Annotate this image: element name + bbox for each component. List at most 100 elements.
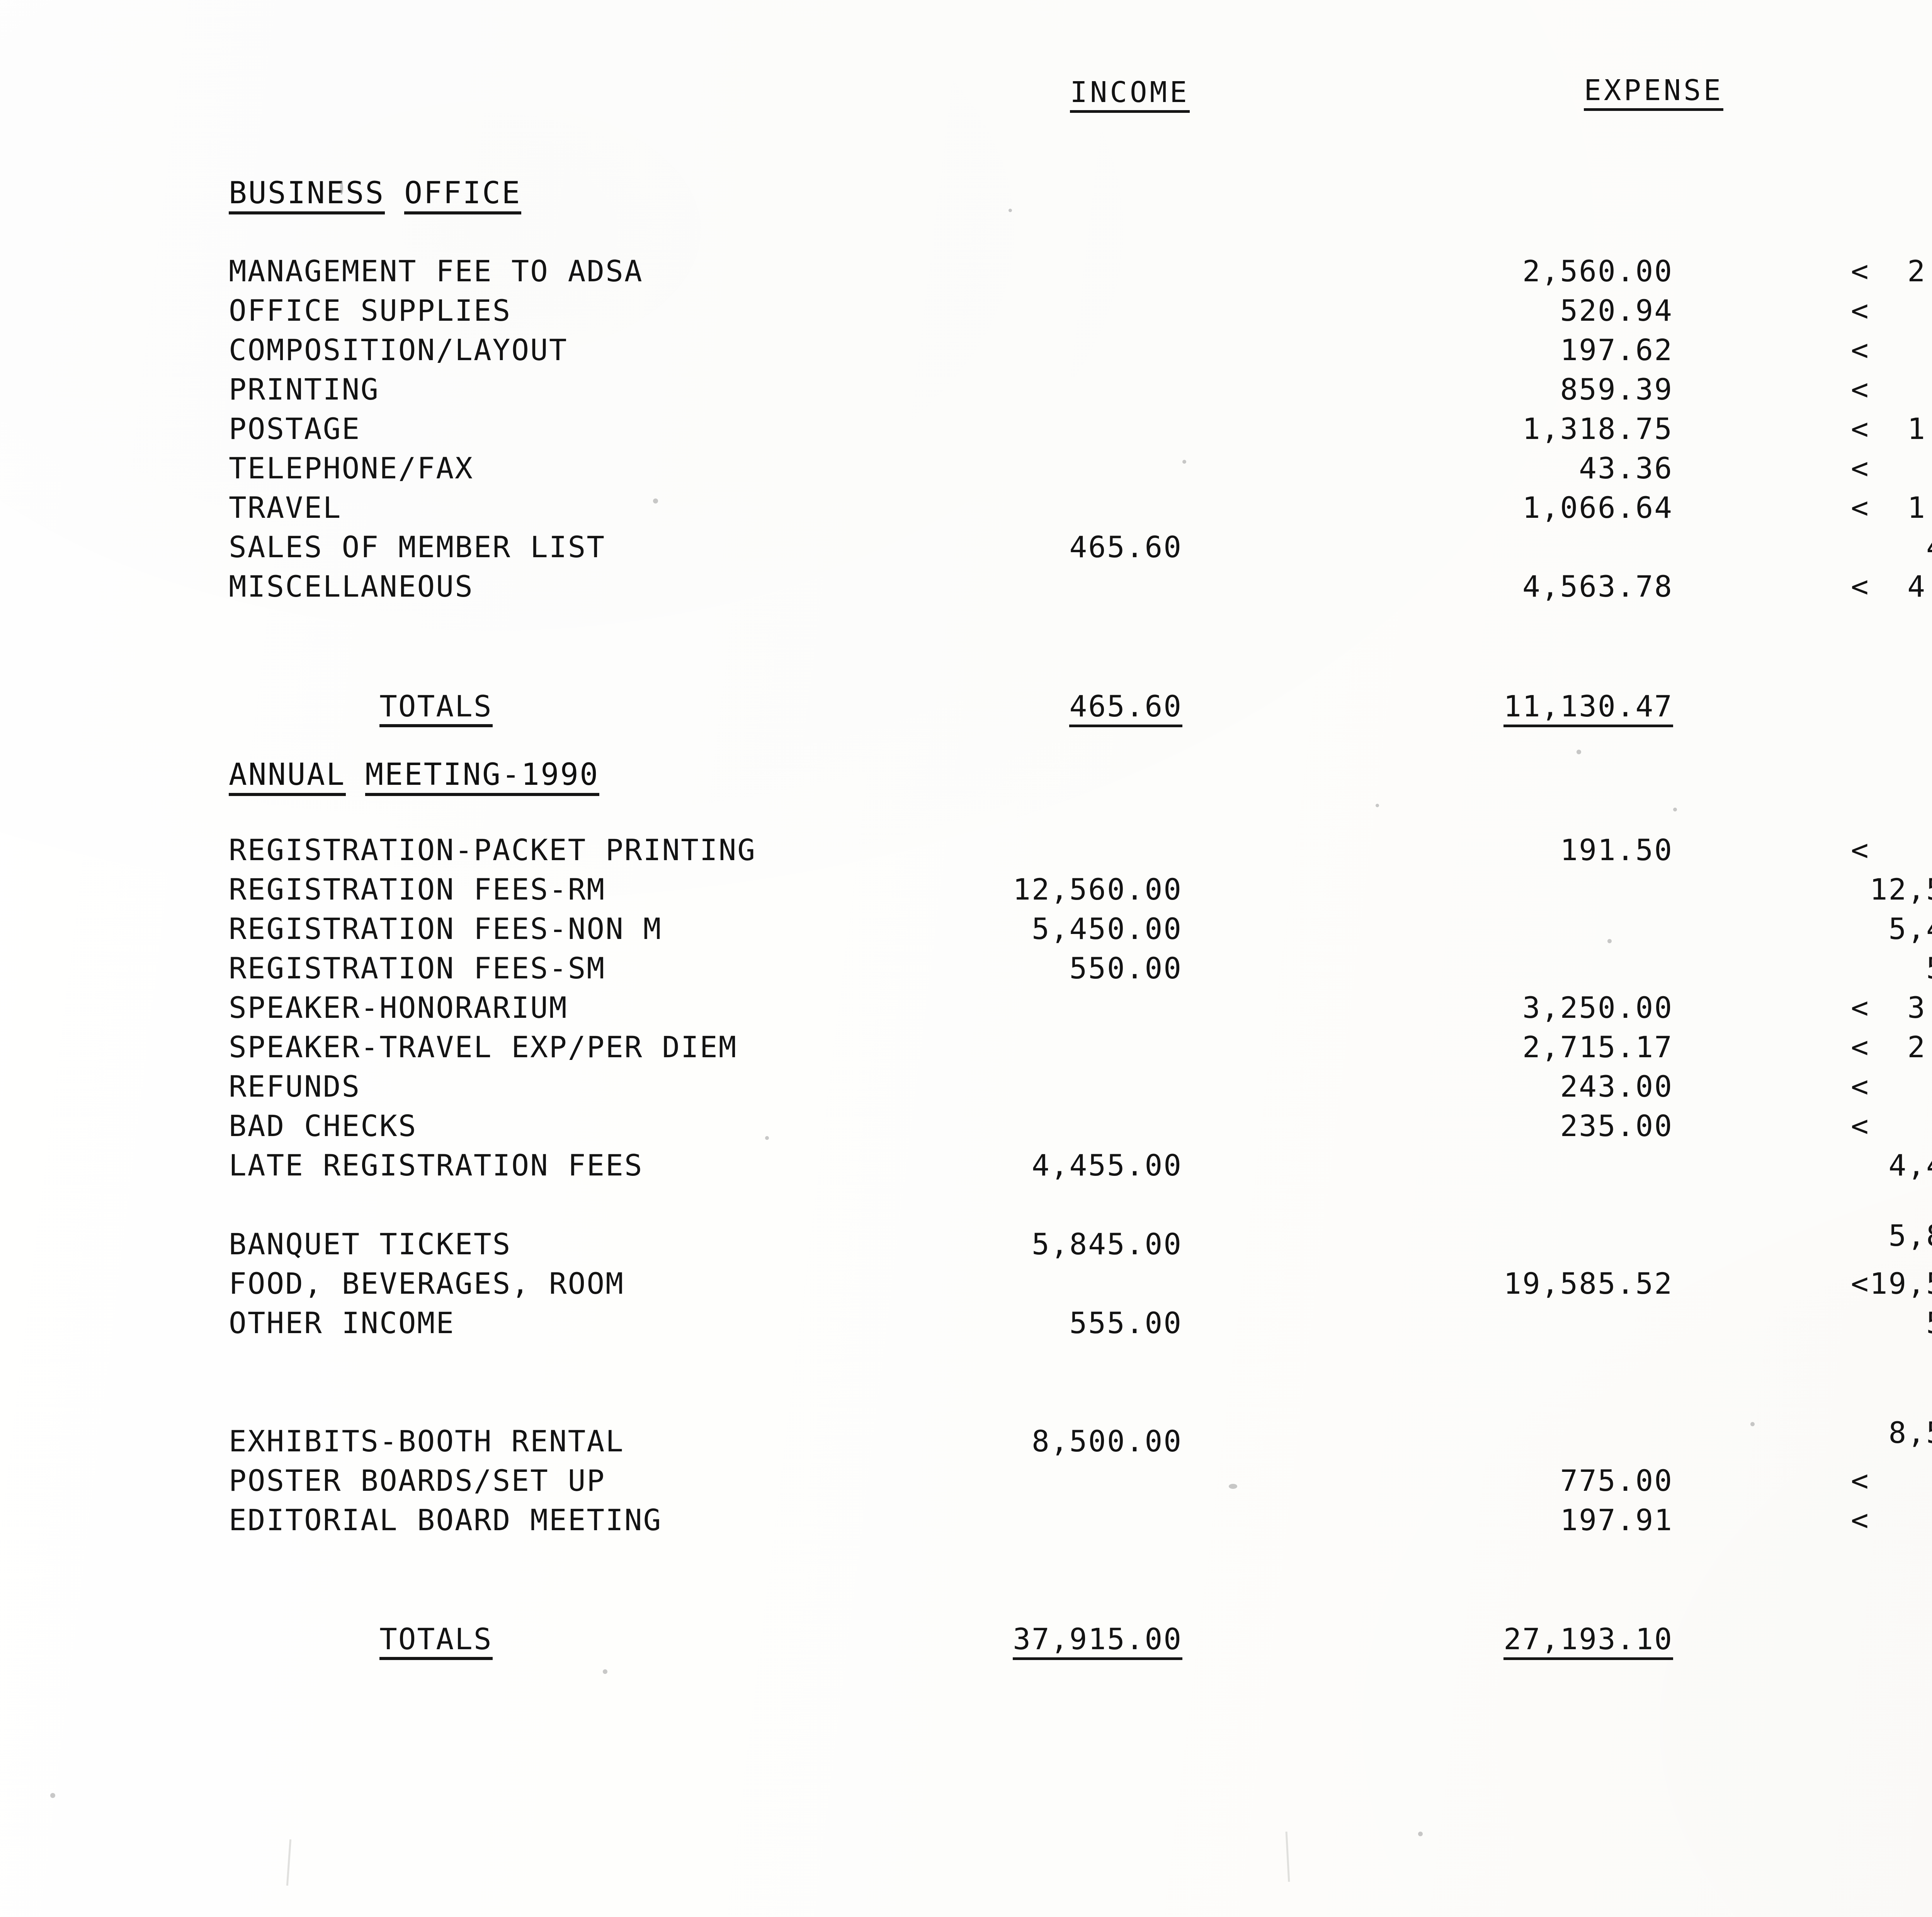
row-net: 5,450.00: [1888, 912, 1932, 946]
row-label: MANAGEMENT FEE TO ADSA: [229, 254, 643, 288]
table-row: OFFICE SUPPLIES 520.94 < 520.94>: [0, 291, 1932, 331]
row-expense: 19,585.52: [1503, 1266, 1673, 1301]
scan-speck: [1418, 1832, 1423, 1836]
row-label: TRAVEL: [229, 490, 342, 525]
table-row: BAD CHECKS 235.00 < 235.00>: [0, 1106, 1932, 1146]
column-header-income: INCOME: [951, 43, 1190, 142]
row-net: < 2,715.17>: [1851, 1030, 1932, 1064]
row-net: 555.00: [1851, 1303, 1932, 1343]
section-title-business-office: BUSINESS OFFICE: [229, 176, 521, 214]
scan-speck: [1673, 808, 1677, 811]
row-expense: 520.94: [1560, 293, 1673, 328]
totals-income-value: 465.60: [1069, 689, 1182, 727]
column-header-expense-label: EXPENSE: [1584, 74, 1724, 111]
row-net: < 520.94>: [1851, 293, 1870, 328]
scan-speck: [1577, 750, 1581, 754]
row-net: <19,585.52>: [1851, 1266, 1932, 1301]
row-net: 550.00: [1851, 948, 1932, 988]
table-row: SALES OF MEMBER LIST 465.60 465.60: [0, 527, 1932, 567]
row-label: REGISTRATION FEES-RM: [229, 872, 606, 907]
row-net: 12,560.00: [1869, 872, 1932, 907]
scan-speck: [603, 1669, 607, 1674]
section-title-word: MEETING-1990: [365, 757, 599, 796]
row-income: 8,500.00: [1031, 1424, 1182, 1458]
row-label: BANQUET TICKETS: [229, 1227, 512, 1261]
scan-speck: [340, 182, 343, 195]
table-row: TELEPHONE/FAX 43.36 < 43.36>: [0, 448, 1932, 488]
row-label: SPEAKER-HONORARIUM: [229, 990, 568, 1025]
row-income: 4,455.00: [1031, 1148, 1182, 1182]
totals-income: 37,915.00: [796, 1579, 1182, 1699]
table-row: MISCELLANEOUS 4,563.78 < 4,563.78>: [0, 566, 1932, 607]
row-net: < 197.62>: [1851, 333, 1870, 367]
totals-expense: 11,130.47: [1325, 646, 1673, 767]
row-label: PRINTING: [229, 372, 380, 407]
totals-income-value: 37,915.00: [1013, 1622, 1182, 1660]
row-income: 465.60: [1069, 530, 1182, 564]
row-expense: 197.91: [1560, 1503, 1673, 1537]
totals-expense-value: 27,193.10: [1503, 1622, 1673, 1660]
table-row: LATE REGISTRATION FEES 4,455.00 4,455.00: [0, 1145, 1932, 1186]
row-net: < 859.38>: [1851, 372, 1870, 407]
scan-speck: [1607, 939, 1612, 943]
section-title-word: ANNUAL: [229, 757, 346, 796]
section-title-annual-meeting: ANNUAL MEETING-1990: [229, 757, 599, 796]
row-label: TELEPHONE/FAX: [229, 451, 474, 485]
row-label: EXHIBITS-BOOTH RENTAL: [229, 1424, 624, 1458]
row-expense: 2,715.17: [1522, 1030, 1673, 1064]
scan-speck: [1376, 804, 1379, 807]
table-row: POSTAGE 1,318.75 < 1,318.75>: [0, 409, 1932, 449]
row-label: POSTER BOARDS/SET UP: [229, 1463, 606, 1498]
row-expense: 859.39: [1560, 372, 1673, 407]
table-row: EDITORIAL BOARD MEETING 197.91 < 197.91>: [0, 1500, 1932, 1540]
scan-hairline: [1285, 1831, 1290, 1882]
totals-label-text: TOTALS: [379, 1622, 493, 1660]
section-title-word: OFFICE: [404, 176, 521, 214]
row-net: < 243.00>: [1851, 1069, 1870, 1104]
scan-speck: [50, 1793, 55, 1798]
table-row: SPEAKER-HONORARIUM 3,250.00 < 3,250.00>: [0, 988, 1932, 1028]
table-row: REGISTRATION FEES-RM 12,560.00 12,560.00: [0, 869, 1932, 910]
row-label: REGISTRATION-PACKET PRINTING: [229, 833, 757, 867]
table-row: COMPOSITION/LAYOUT 197.62 < 197.62>: [0, 330, 1932, 370]
table-row: REFUNDS 243.00 < 243.00>: [0, 1067, 1932, 1107]
row-label: OTHER INCOME: [229, 1306, 455, 1340]
row-label: POSTAGE: [229, 412, 361, 446]
row-label: FOOD, BEVERAGES, ROOM: [229, 1266, 624, 1301]
table-row: TRAVEL 1,066.64 < 1,066.64>: [0, 488, 1932, 528]
row-net: < 775.00>: [1851, 1463, 1870, 1498]
row-label: SALES OF MEMBER LIST: [229, 530, 606, 564]
totals-net: 10,721.90: [1851, 1572, 1932, 1692]
row-income: 5,450.00: [1031, 912, 1182, 946]
row-expense: 4,563.78: [1522, 569, 1673, 604]
row-net: < 235.00>: [1851, 1109, 1870, 1143]
row-net: < 1,318.75>: [1851, 412, 1932, 446]
row-label: REFUNDS: [229, 1069, 361, 1104]
row-label: REGISTRATION FEES-SM: [229, 951, 606, 985]
row-label: COMPOSITION/LAYOUT: [229, 333, 568, 367]
row-expense: 2,560.00: [1522, 254, 1673, 288]
row-expense: 1,318.75: [1522, 412, 1673, 446]
totals-label: TOTALS: [229, 646, 493, 767]
row-net: 8,500.00: [1888, 1415, 1932, 1450]
row-label: EDITORIAL BOARD MEETING: [229, 1503, 662, 1537]
column-header-income-label: INCOME: [1070, 76, 1190, 113]
totals-expense-value: 11,130.47: [1503, 689, 1673, 727]
row-net: < 43.36>: [1851, 451, 1870, 485]
scan-hairline: [286, 1839, 292, 1886]
table-row: POSTER BOARDS/SET UP 775.00 < 775.00>: [0, 1461, 1932, 1501]
row-net: < 1,066.64>: [1851, 490, 1932, 525]
totals-row-annual-meeting: TOTALS 37,915.00 27,193.10 10,721.90: [0, 1579, 1932, 1660]
totals-row-business-office: TOTALS 465.60 11,130.47 <10,664.87>: [0, 646, 1932, 727]
section-title-word: BUSINESS: [229, 176, 385, 214]
table-row: MANAGEMENT FEE TO ADSA 2,560.00 < 2,560.…: [0, 251, 1932, 291]
row-income: 5,845.00: [1031, 1227, 1182, 1261]
row-income: 12,560.00: [1013, 872, 1182, 907]
row-label: SPEAKER-TRAVEL EXP/PER DIEM: [229, 1030, 738, 1064]
scan-speck: [1750, 1422, 1755, 1426]
row-income: 550.00: [1069, 951, 1182, 985]
row-expense: 1,066.64: [1522, 490, 1673, 525]
row-net: < 2,560.00>: [1851, 254, 1932, 288]
